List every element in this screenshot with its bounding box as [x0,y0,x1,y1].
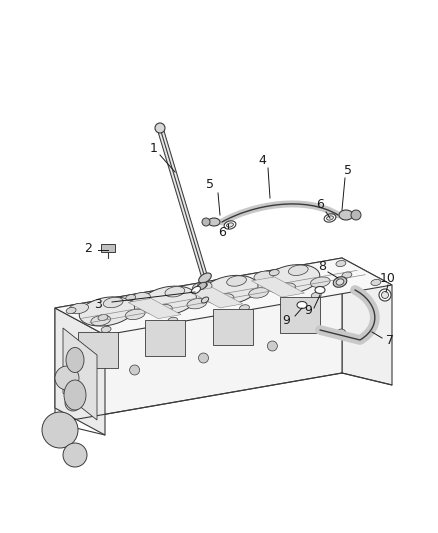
Polygon shape [280,297,320,333]
Ellipse shape [342,272,352,278]
Ellipse shape [333,277,347,287]
Text: 1: 1 [150,141,158,155]
Polygon shape [55,258,342,423]
Ellipse shape [311,277,330,287]
Ellipse shape [202,218,210,226]
Circle shape [130,365,140,375]
Ellipse shape [351,210,361,220]
Ellipse shape [249,288,268,298]
Text: 2: 2 [84,241,92,254]
Ellipse shape [336,261,346,266]
Ellipse shape [187,298,207,309]
Ellipse shape [214,294,234,304]
Text: 3: 3 [94,298,102,311]
Ellipse shape [131,293,150,303]
Ellipse shape [227,276,247,286]
Polygon shape [55,308,105,435]
Circle shape [42,412,78,448]
Ellipse shape [91,315,111,326]
Ellipse shape [66,348,84,373]
Ellipse shape [371,279,381,286]
Ellipse shape [224,221,236,229]
Text: 10: 10 [380,271,396,285]
Text: 4: 4 [258,154,266,166]
Ellipse shape [198,282,207,289]
Ellipse shape [141,286,196,316]
Polygon shape [78,332,118,368]
Ellipse shape [98,314,108,320]
Ellipse shape [168,317,178,324]
Ellipse shape [240,305,250,311]
Circle shape [63,443,87,467]
Polygon shape [213,309,253,344]
Ellipse shape [126,295,136,301]
Polygon shape [63,328,97,420]
Ellipse shape [201,297,208,303]
Text: 6: 6 [218,225,226,238]
Polygon shape [101,244,115,252]
Ellipse shape [125,309,145,320]
Polygon shape [342,258,392,385]
Ellipse shape [198,282,208,288]
Text: 8: 8 [318,260,326,272]
Ellipse shape [79,297,134,326]
Text: 5: 5 [206,179,214,191]
Ellipse shape [265,264,320,294]
Polygon shape [128,298,181,319]
Ellipse shape [191,286,201,294]
Polygon shape [145,320,185,356]
Ellipse shape [276,283,296,293]
Ellipse shape [315,287,325,294]
Ellipse shape [152,304,172,315]
Ellipse shape [297,302,307,309]
Polygon shape [190,288,243,308]
Circle shape [65,395,81,411]
Ellipse shape [324,214,336,222]
Ellipse shape [327,216,333,220]
Ellipse shape [288,265,308,276]
Circle shape [267,341,277,351]
Ellipse shape [69,303,88,314]
Text: 9: 9 [304,303,312,317]
Ellipse shape [269,270,279,276]
Text: 9: 9 [282,313,290,327]
Ellipse shape [311,292,321,298]
Ellipse shape [101,326,111,333]
Ellipse shape [103,297,123,308]
Circle shape [61,377,71,387]
Circle shape [336,329,346,339]
Ellipse shape [203,276,258,304]
Ellipse shape [192,282,212,292]
Circle shape [55,366,79,390]
Ellipse shape [208,218,220,226]
Ellipse shape [336,279,344,285]
Text: 6: 6 [316,198,324,212]
Text: 5: 5 [344,164,352,176]
Ellipse shape [339,210,353,220]
Circle shape [198,353,208,363]
Text: 7: 7 [386,334,394,346]
Circle shape [155,123,165,133]
Polygon shape [251,277,304,297]
Ellipse shape [199,273,211,283]
Ellipse shape [165,287,185,297]
Ellipse shape [226,223,233,227]
Ellipse shape [66,308,76,313]
Polygon shape [55,258,392,335]
Ellipse shape [379,289,391,301]
Ellipse shape [254,271,274,281]
Ellipse shape [381,292,389,298]
Ellipse shape [64,380,86,410]
